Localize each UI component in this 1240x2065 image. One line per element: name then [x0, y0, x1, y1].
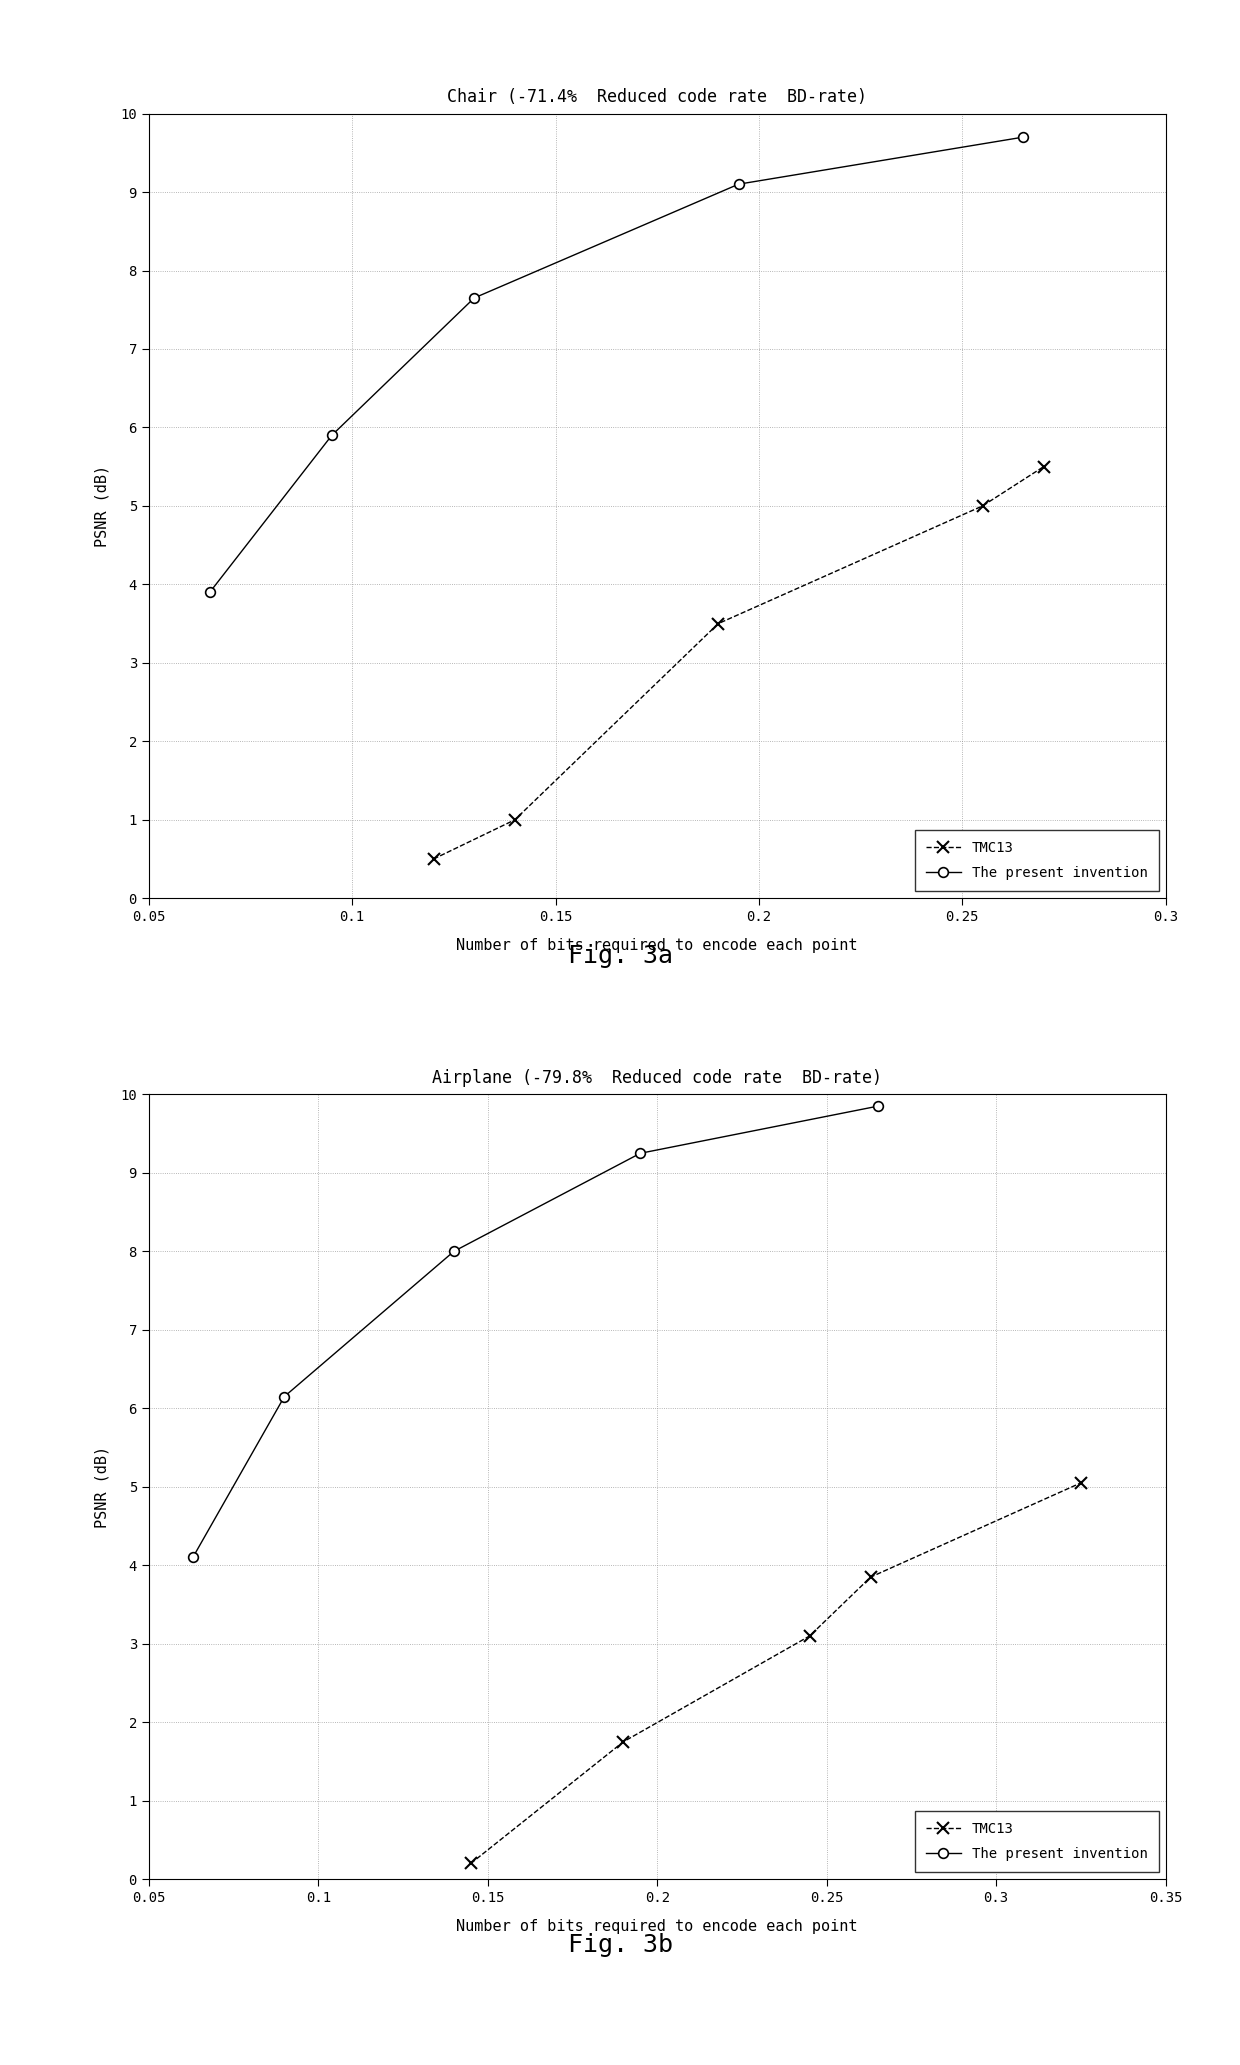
TMC13 [802, 1623, 817, 1648]
The present invention [325, 423, 340, 448]
Title: Chair (-71.4%  Reduced code rate  BD-rate): Chair (-71.4% Reduced code rate BD-rate) [448, 89, 867, 107]
Line: The present invention: The present invention [205, 132, 1028, 597]
TMC13 [711, 611, 725, 636]
Legend: TMC13, The present invention: TMC13, The present invention [915, 830, 1158, 892]
TMC13 [507, 807, 522, 832]
TMC13 [863, 1565, 878, 1590]
X-axis label: Number of bits required to encode each point: Number of bits required to encode each p… [456, 938, 858, 952]
The present invention [466, 285, 481, 310]
TMC13 [1037, 454, 1052, 479]
The present invention [186, 1545, 201, 1569]
Y-axis label: PSNR (dB): PSNR (dB) [94, 465, 109, 547]
TMC13 [1074, 1470, 1089, 1495]
Text: Fig. 3a: Fig. 3a [568, 944, 672, 968]
The present invention [632, 1140, 647, 1165]
The present invention [732, 171, 746, 196]
The present invention [1016, 124, 1030, 149]
The present invention [446, 1239, 461, 1264]
Line: TMC13: TMC13 [465, 1476, 1086, 1869]
X-axis label: Number of bits required to encode each point: Number of bits required to encode each p… [456, 1918, 858, 1933]
Line: TMC13: TMC13 [428, 460, 1049, 865]
TMC13 [616, 1730, 631, 1755]
The present invention [202, 580, 217, 605]
TMC13 [427, 847, 441, 871]
The present invention [277, 1384, 291, 1408]
TMC13 [975, 494, 990, 518]
Legend: TMC13, The present invention: TMC13, The present invention [915, 1811, 1158, 1873]
Title: Airplane (-79.8%  Reduced code rate  BD-rate): Airplane (-79.8% Reduced code rate BD-ra… [433, 1070, 882, 1088]
Y-axis label: PSNR (dB): PSNR (dB) [94, 1446, 109, 1528]
TMC13 [464, 1850, 479, 1875]
Line: The present invention: The present invention [188, 1101, 883, 1563]
Text: Fig. 3b: Fig. 3b [568, 1933, 672, 1958]
The present invention [870, 1094, 885, 1119]
